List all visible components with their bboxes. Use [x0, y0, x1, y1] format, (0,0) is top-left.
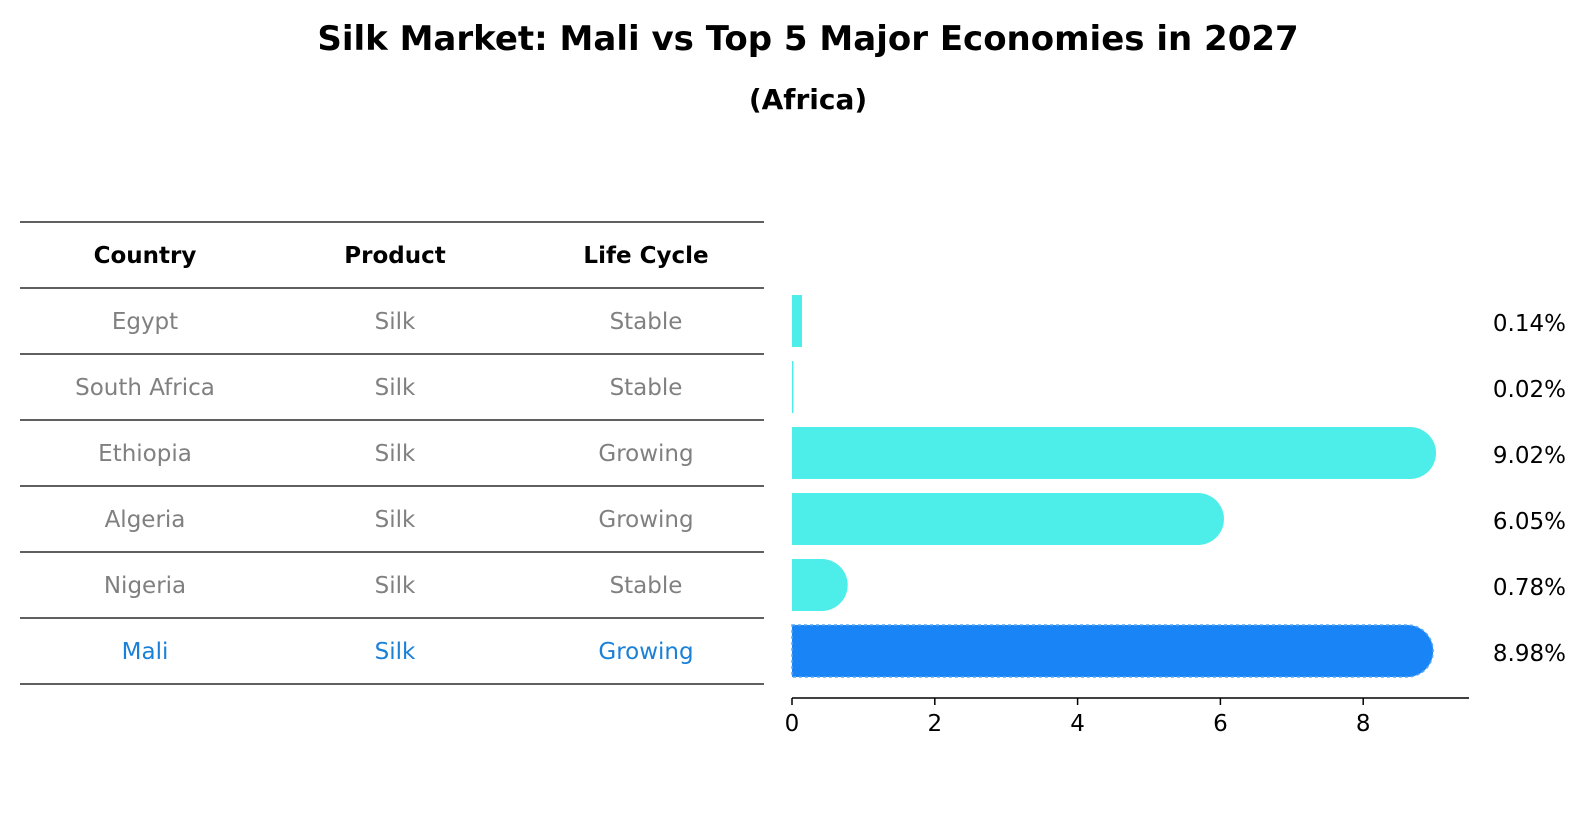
table-cell: Stable — [610, 375, 683, 401]
chart-subtitle: (Africa) — [749, 83, 867, 116]
x-tick-label: 8 — [1356, 711, 1371, 737]
x-axis: 0 2 4 6 8 — [785, 697, 1469, 737]
bar-value-label: 6.05% — [1493, 509, 1566, 535]
table-cell: Growing — [598, 639, 693, 665]
data-table: Country Product Life Cycle Egypt Silk Stable S… — [20, 221, 764, 685]
table-cell: Egypt — [112, 309, 178, 335]
table-cell: Nigeria — [104, 573, 186, 599]
table-cell: Stable — [610, 573, 683, 599]
table-cell: Algeria — [105, 507, 186, 533]
table-cell: Silk — [375, 507, 416, 533]
bar-algeria — [792, 493, 1224, 545]
bar-egypt — [792, 295, 802, 347]
bar-value-label: 9.02% — [1493, 443, 1566, 469]
bar-south-africa — [792, 361, 794, 413]
table-cell: Silk — [375, 441, 416, 467]
table-cell: Silk — [375, 639, 416, 665]
table-cell: Stable — [610, 309, 683, 335]
bar-value-label: 0.78% — [1493, 575, 1566, 601]
table-cell: Growing — [598, 507, 693, 533]
table-cell: Silk — [375, 375, 416, 401]
table-cell: Silk — [375, 573, 416, 599]
x-tick-label: 4 — [1070, 711, 1085, 737]
bar-plot: 0.14% 0.02% 9.02% 6.05% 0.78% 8.98% — [791, 295, 1566, 678]
x-tick-label: 2 — [927, 711, 942, 737]
bar-ethiopia — [792, 427, 1437, 479]
table-cell: South Africa — [75, 375, 215, 401]
table-header-cell: Product — [344, 243, 445, 269]
chart-title: Silk Market: Mali vs Top 5 Major Economi… — [317, 19, 1298, 59]
bar-nigeria — [792, 559, 848, 611]
table-cell: Silk — [375, 309, 416, 335]
x-tick-label: 6 — [1213, 711, 1228, 737]
bar-value-label: 0.02% — [1493, 377, 1566, 403]
bar-value-label: 0.14% — [1493, 311, 1566, 337]
table-header-cell: Life Cycle — [583, 243, 708, 269]
table-cell: Mali — [122, 639, 169, 665]
bar-mali — [791, 624, 1434, 678]
bar-value-label: 8.98% — [1493, 641, 1566, 667]
table-cell: Ethiopia — [98, 441, 192, 467]
table-header-cell: Country — [94, 243, 197, 269]
table-cell: Growing — [598, 441, 693, 467]
x-tick-label: 0 — [785, 711, 800, 737]
